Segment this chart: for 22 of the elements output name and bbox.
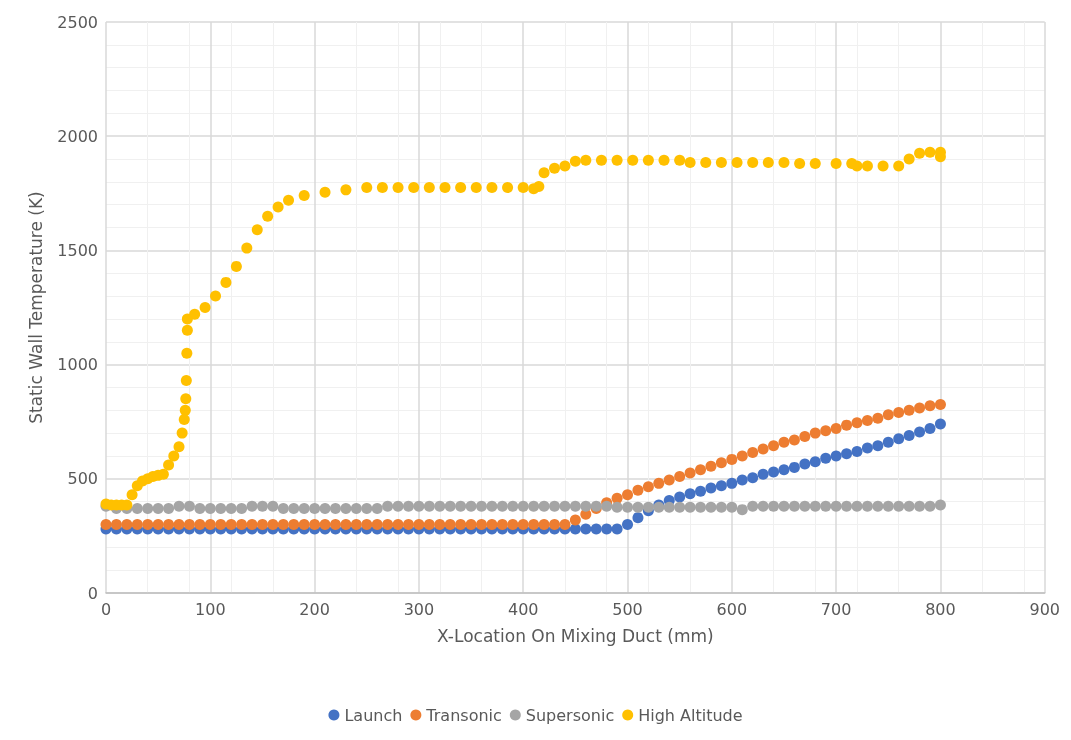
x-tick-label: 900 (1029, 599, 1060, 619)
x-tick-label: 600 (716, 599, 748, 619)
x-tick-label: 300 (403, 599, 435, 619)
x-tick-label: 0 (100, 599, 112, 619)
legend-label: Transonic (425, 705, 502, 725)
y-tick-label: 2500 (57, 12, 98, 32)
x-tick-label: 400 (507, 599, 539, 619)
x-tick-label: 100 (195, 599, 226, 619)
legend-label: High Altitude (638, 705, 743, 725)
legend-label: Supersonic (525, 705, 615, 725)
x-tick-label: 800 (925, 599, 956, 619)
x-tick-label: 500 (612, 599, 643, 619)
x-axis-title: X-Location On Mixing Duct (mm) (437, 625, 714, 646)
x-tick-label: 700 (820, 599, 852, 619)
x-tick-label: 200 (299, 599, 330, 619)
legend-label: Launch (344, 705, 403, 725)
y-tick-label: 1500 (57, 240, 98, 260)
y-tick-label: 0 (87, 583, 98, 603)
y-tick-label: 2000 (57, 126, 98, 146)
y-tick-label: 500 (67, 469, 98, 489)
y-axis-title: Static Wall Temperature (K) (25, 191, 46, 424)
y-tick-label: 1000 (57, 355, 98, 375)
